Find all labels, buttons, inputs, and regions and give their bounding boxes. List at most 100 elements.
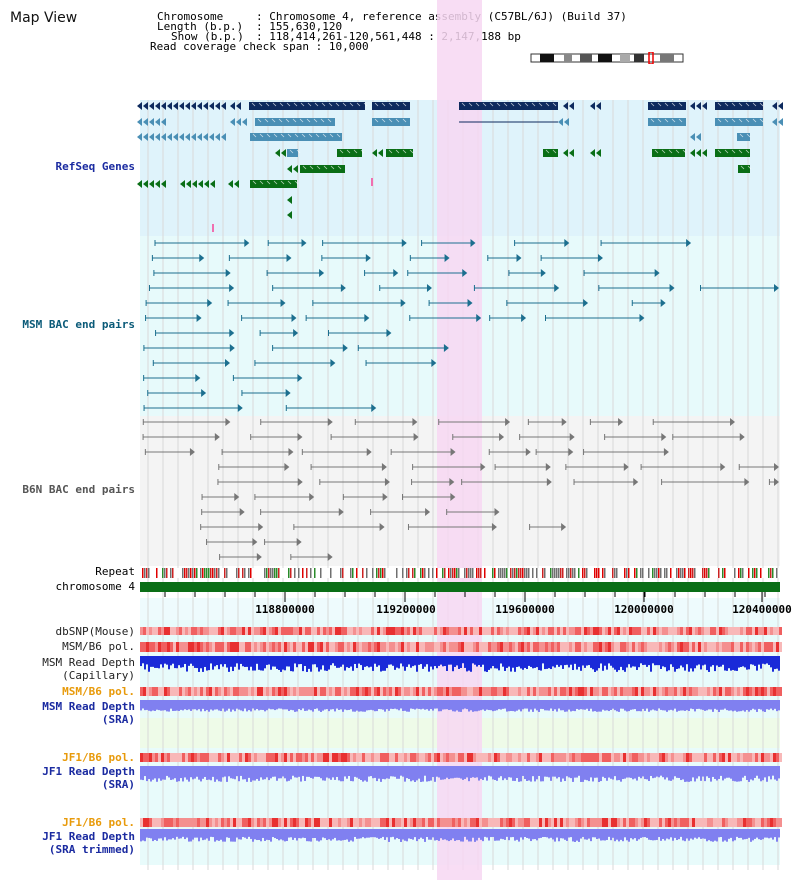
bac-end-pair[interactable] [330,433,419,441]
gene-feature[interactable] [287,196,292,204]
bac-end-pair[interactable] [461,478,552,486]
bac-end-pair[interactable] [487,254,522,262]
gene-feature[interactable] [543,149,558,157]
bac-end-pair[interactable] [446,508,500,516]
bac-end-pair[interactable] [379,284,432,292]
bac-end-pair[interactable] [241,314,297,322]
gene-feature[interactable] [287,211,292,219]
bac-end-pair[interactable] [540,254,603,262]
bac-end-pair[interactable] [201,493,240,501]
bac-end-pair[interactable] [600,239,692,247]
gene-feature[interactable] [250,133,342,141]
gene-feature[interactable] [690,149,707,157]
bac-end-pair[interactable] [514,239,570,247]
bac-end-pair[interactable] [365,359,437,367]
bac-end-pair[interactable] [310,463,387,471]
bac-end-pair[interactable] [241,389,291,397]
bac-end-pair[interactable] [598,284,675,292]
bac-end-pair[interactable] [489,314,527,322]
gene-feature[interactable] [558,118,569,126]
bac-end-pair[interactable] [267,239,307,247]
bac-end-pair[interactable] [604,433,667,441]
bac-end-pair[interactable] [589,418,624,426]
bac-end-pair[interactable] [305,314,370,322]
bac-end-pair[interactable] [266,269,325,277]
jf1-trim-depth-label[interactable]: JF1 Read Depth [42,830,135,843]
bac-end-pair[interactable] [357,344,449,352]
dbsnp-label[interactable]: dbSNP(Mouse) [55,625,135,638]
bac-end-pair[interactable] [452,433,505,441]
bac-end-pair[interactable] [254,493,315,501]
bac-end-pair[interactable] [407,523,497,531]
bac-end-pair[interactable] [148,284,235,292]
bac-end-pair[interactable] [144,448,195,456]
gene-feature[interactable] [275,149,286,157]
bac-end-pair[interactable] [407,269,468,277]
msm-bac-pairs[interactable] [143,239,779,412]
gene-feature[interactable] [249,102,368,110]
b6n-bac-label[interactable]: B6N BAC end pairs [22,483,135,496]
bac-end-pair[interactable] [390,448,456,456]
bac-end-pair[interactable] [327,329,392,337]
bac-end-pair[interactable] [412,463,486,471]
gene-feature[interactable] [180,180,215,188]
msm-b6-pol-label[interactable]: MSM/B6 pol. [62,640,135,653]
bac-end-pair[interactable] [154,239,250,247]
bac-end-pair[interactable] [652,418,736,426]
bac-end-pair[interactable] [143,404,243,412]
bac-end-pair[interactable] [354,418,418,426]
gene-feature[interactable] [648,102,686,110]
bac-end-pair[interactable] [227,299,286,307]
repeat-label[interactable]: Repeat [95,565,135,578]
bac-end-pair[interactable] [364,269,399,277]
gene-feature[interactable] [690,102,707,110]
gene-feature[interactable] [715,118,764,126]
gene-feature[interactable] [590,149,601,157]
bac-end-pair[interactable] [411,478,455,486]
bac-end-pair[interactable] [527,418,567,426]
bac-end-pair[interactable] [153,269,231,277]
bac-end-pair[interactable] [488,448,531,456]
gene-feature[interactable] [137,180,166,188]
gene-feature[interactable] [715,102,764,110]
bac-end-pair[interactable] [259,329,299,337]
bac-end-pair[interactable] [409,254,450,262]
bac-end-pair[interactable] [260,508,344,516]
bac-end-pair[interactable] [583,269,660,277]
gene-feature[interactable] [738,165,752,173]
gene-feature[interactable] [372,118,410,126]
bac-end-pair[interactable] [438,418,511,426]
b6n-bac-pairs[interactable] [142,418,779,561]
bac-end-pair[interactable] [768,478,779,486]
bac-end-pair[interactable] [293,523,385,531]
bac-end-pair[interactable] [228,254,292,262]
refseq-label[interactable]: RefSeq Genes [55,160,135,173]
bac-end-pair[interactable] [147,389,207,397]
bac-end-pair[interactable] [272,284,346,292]
gene-feature[interactable] [737,133,751,141]
bac-end-pair[interactable] [285,404,377,412]
bac-end-pair[interactable] [312,299,406,307]
bac-end-pair[interactable] [370,508,431,516]
bac-end-pair[interactable] [217,478,303,486]
gene-feature[interactable] [690,133,701,141]
bac-end-pair[interactable] [152,359,230,367]
gene-feature[interactable] [372,149,383,157]
gene-feature[interactable] [230,118,247,126]
gene-feature[interactable] [372,102,410,110]
bac-end-pair[interactable] [221,448,294,456]
selected-region-highlight[interactable] [437,0,482,880]
bac-end-pair[interactable] [401,493,456,501]
gene-feature[interactable] [563,102,574,110]
bac-end-pair[interactable] [508,269,546,277]
gene-feature[interactable] [137,118,166,126]
bac-end-pair[interactable] [494,463,551,471]
chromosome-ideogram[interactable] [530,52,690,64]
bac-end-pair[interactable] [738,463,779,471]
gene-feature[interactable] [772,118,783,126]
gene-feature[interactable] [563,149,574,157]
gene-feature[interactable] [337,149,365,157]
gene-feature[interactable] [137,133,226,141]
bac-end-pair[interactable] [142,418,231,426]
